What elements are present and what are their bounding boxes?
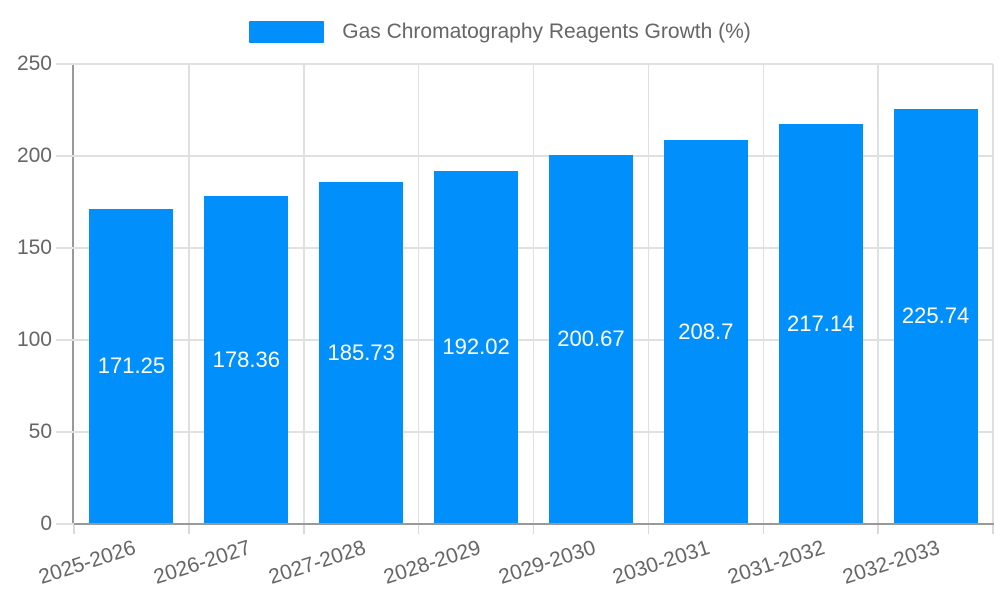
v-gridline [188,64,190,524]
bar-value-label: 225.74 [901,303,970,329]
v-gridline [532,64,535,524]
y-axis-tick [56,523,74,525]
bar: 208.7 [663,140,748,524]
x-axis-tick [303,525,305,534]
y-axis-line [72,63,74,525]
v-gridline [877,64,879,524]
plot-area: 171.25 178.36 185.73 192.02 200.67 208.7 217.1… [74,63,994,524]
x-axis-line [72,523,994,525]
y-axis-tick [56,247,74,249]
v-gridline [992,64,994,524]
x-axis-tick [877,525,879,534]
bar: 185.73 [319,182,404,524]
y-axis-tick [56,339,74,341]
y-axis-tick [56,431,74,433]
v-gridline [762,64,764,524]
y-axis-label: 200 [16,144,52,167]
x-axis-tick [417,525,420,534]
bar-value-label: 200.67 [557,326,625,352]
bar: 171.25 [89,208,174,524]
y-axis-label: 100 [16,328,52,351]
bar-value-label: 192.02 [442,334,510,360]
bar-value-label: 178.36 [212,346,280,372]
legend-swatch-icon [249,21,325,43]
bar: 217.14 [778,124,863,524]
legend-item[interactable]: Gas Chromatography Reagents Growth (%) [249,20,751,44]
bar-value-label: 171.25 [97,353,166,379]
y-axis-label: 250 [16,52,52,75]
legend-label: Gas Chromatography Reagents Growth (%) [342,20,751,43]
y-axis-label: 150 [16,236,52,259]
y-axis-tick [56,63,74,65]
bar: 192.02 [434,170,519,524]
x-axis-tick [647,525,650,534]
x-axis-tick [188,525,190,534]
bar: 225.74 [893,108,978,524]
v-gridline [303,64,305,524]
bar-value-label: 208.7 [678,319,734,344]
v-gridline [647,64,650,524]
y-axis-label: 50 [28,420,52,443]
y-axis-label: 0 [40,512,52,535]
x-axis-tick [532,525,535,534]
bar-value-label: 217.14 [787,311,855,337]
v-gridline [417,64,420,524]
bar-value-label: 185.73 [327,340,395,366]
x-axis-tick [992,525,994,534]
y-axis-tick [56,155,74,157]
x-axis-tick [73,525,75,534]
legend: Gas Chromatography Reagents Growth (%) [0,20,1000,44]
bar: 200.67 [548,154,633,524]
bar: 178.36 [204,195,289,524]
x-axis-tick [762,525,764,534]
